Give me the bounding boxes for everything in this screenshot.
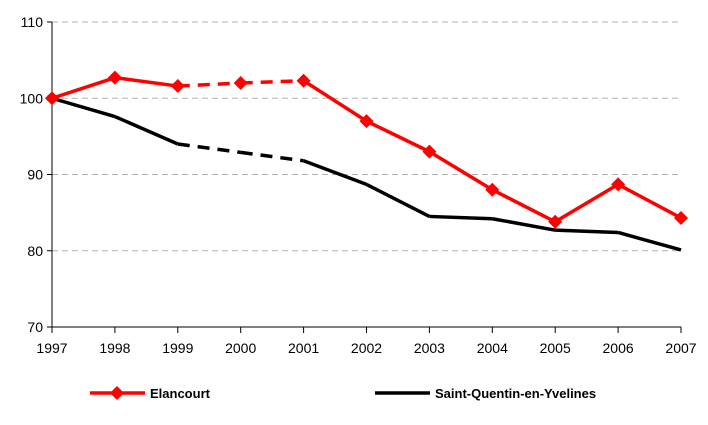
series-segment-elancourt	[302, 79, 368, 123]
series-segment-elancourt	[428, 150, 494, 192]
y-tick-label: 100	[20, 90, 44, 106]
y-tick-labels: 70 80 90 100 110	[20, 14, 44, 335]
gridlines	[52, 21, 681, 252]
legend-label-saint-quentin: Saint-Quentin-en-Yvelines	[435, 386, 596, 401]
series-segment-elancourt	[554, 182, 619, 224]
data-point-elancourt	[107, 70, 122, 85]
series-segment-elancourt	[365, 119, 431, 154]
legend-marker-elancourt	[110, 386, 124, 400]
y-tick-label: 90	[27, 167, 43, 183]
x-tick-label: 2000	[225, 340, 256, 356]
axes	[47, 21, 682, 333]
x-tick-label: 1998	[99, 340, 130, 356]
y-tick-label: 70	[27, 319, 43, 335]
legend: Elancourt Saint-Quentin-en-Yvelines	[90, 386, 596, 401]
series-segment-saint-quentin-en-yvelines	[302, 159, 368, 187]
x-tick-label: 2007	[665, 340, 696, 356]
series-segment-elancourt	[617, 182, 682, 220]
series-segment-elancourt	[51, 75, 116, 100]
series-segment-saint-quentin-en-yvelines	[114, 114, 179, 146]
data-point-elancourt	[45, 91, 59, 106]
series-segment-saint-quentin-en-yvelines	[491, 217, 556, 232]
series-segment-elancourt	[491, 188, 556, 224]
series-segment-saint-quentin-en-yvelines	[240, 150, 304, 163]
data-point-elancourt	[485, 182, 500, 197]
series-segment-elancourt	[240, 78, 304, 85]
series-segment-elancourt	[177, 81, 241, 88]
legend-label-elancourt: Elancourt	[150, 386, 211, 401]
x-tick-label: 2002	[351, 340, 382, 356]
data-point-elancourt	[611, 177, 626, 192]
data-point-elancourt	[359, 114, 374, 129]
x-tick-labels: 1997 1998 1999 2000 2001 2002 2003 2004 2005 2006…	[36, 340, 696, 356]
data-point-elancourt	[296, 73, 311, 88]
x-tick-label: 1997	[36, 340, 67, 356]
legend-item-elancourt: Elancourt	[90, 386, 211, 401]
legend-item-saint-quentin: Saint-Quentin-en-Yvelines	[375, 386, 596, 401]
series-segment-saint-quentin-en-yvelines	[617, 230, 682, 252]
y-tick-label: 110	[21, 14, 44, 30]
x-tick-label: 2004	[477, 340, 508, 356]
series-lines	[45, 70, 688, 252]
x-tick-label: 1999	[162, 340, 193, 356]
data-point-elancourt	[170, 79, 185, 94]
data-point-elancourt	[674, 210, 688, 225]
data-point-elancourt	[548, 214, 563, 229]
x-tick-label: 2005	[540, 340, 571, 356]
x-tick-label: 2003	[414, 340, 445, 356]
series-segment-elancourt	[114, 75, 179, 88]
y-tick-label: 80	[27, 243, 43, 259]
x-tick-label: 2001	[288, 340, 319, 356]
data-point-elancourt	[422, 144, 437, 159]
data-point-elancourt	[233, 76, 248, 90]
series-segment-saint-quentin-en-yvelines	[429, 214, 493, 221]
series-segment-saint-quentin-en-yvelines	[555, 228, 619, 235]
x-tick-label: 2006	[603, 340, 634, 356]
series-segment-saint-quentin-en-yvelines	[365, 182, 431, 218]
series-segment-saint-quentin-en-yvelines	[177, 142, 241, 155]
series-segment-saint-quentin-en-yvelines	[51, 96, 116, 119]
